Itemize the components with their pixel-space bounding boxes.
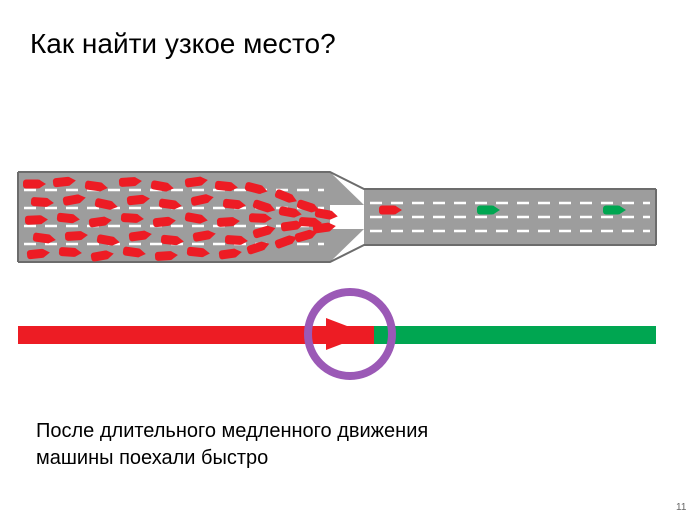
page-number: 11 [676, 502, 686, 513]
slide: { "title": { "text": "Как найти узкое ме… [0, 0, 700, 525]
caption-line-1: После длительного медленного движения [36, 418, 428, 445]
caption-line-2: машины поехали быстро [36, 445, 428, 472]
slide-caption: После длительного медленного движения ма… [36, 418, 428, 472]
